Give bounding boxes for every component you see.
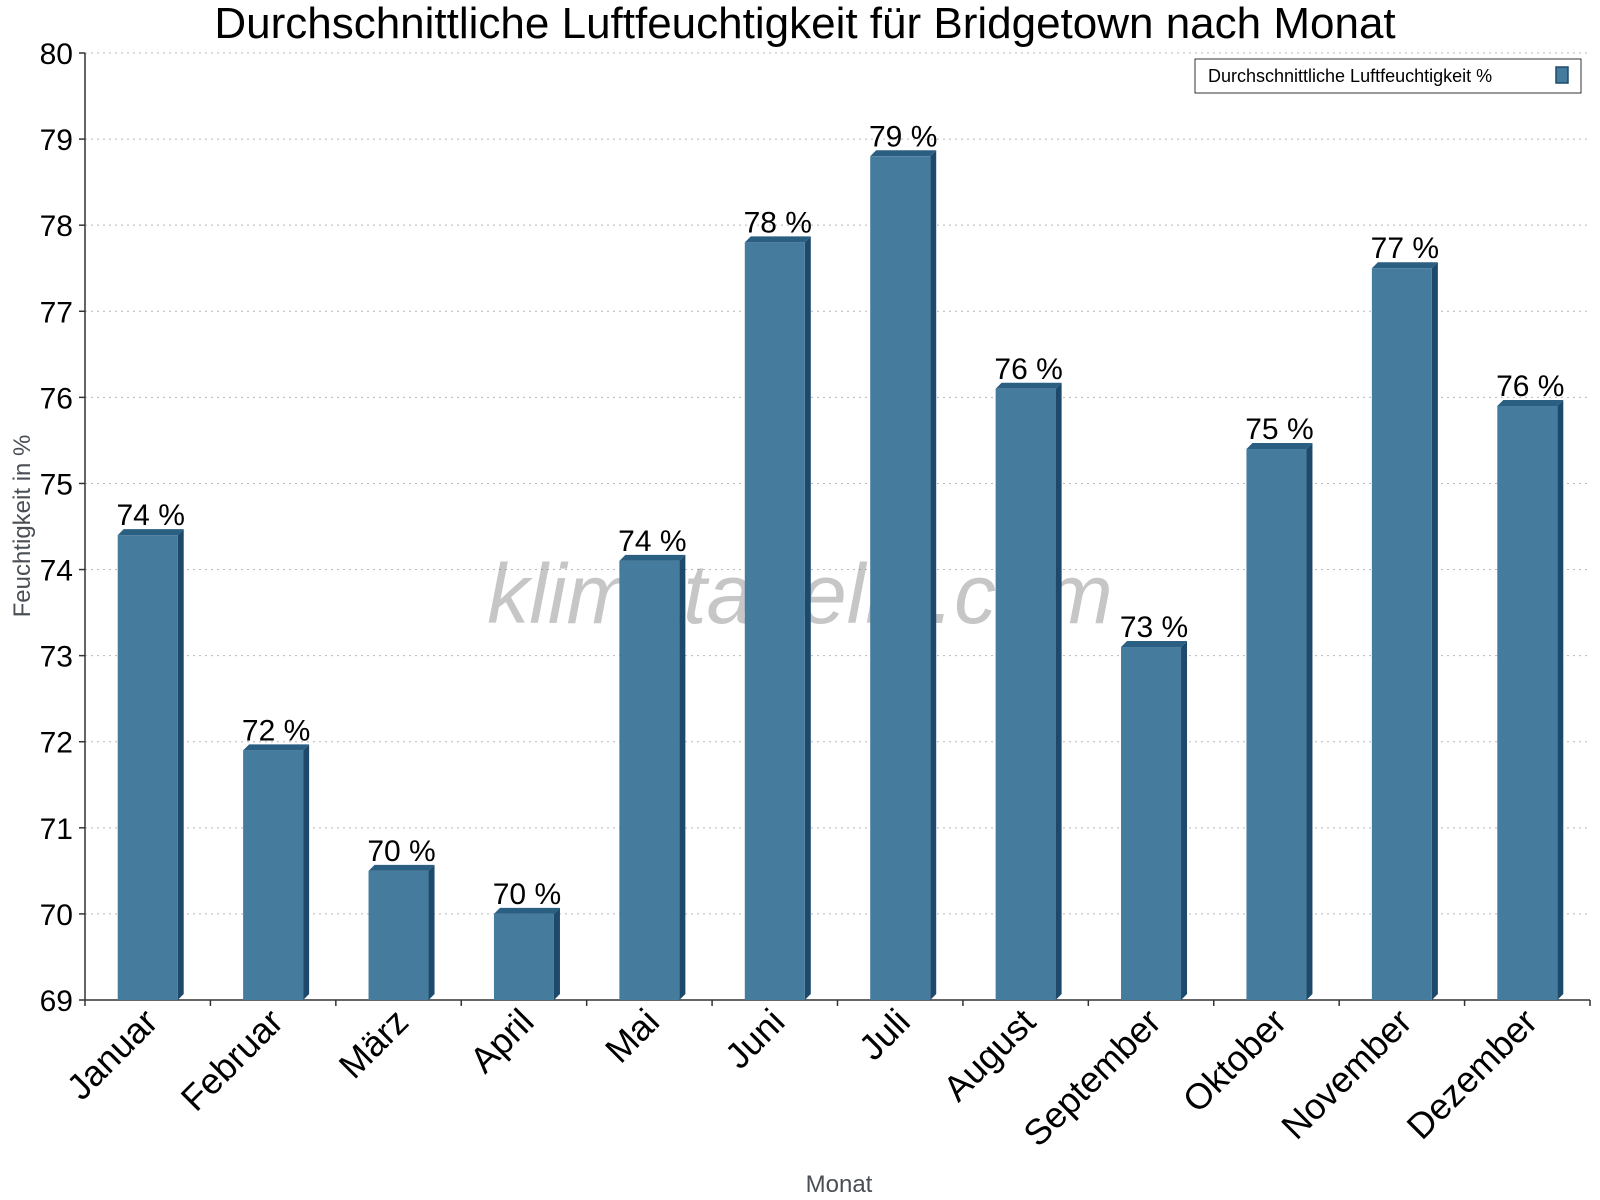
legend-label: Durchschnittliche Luftfeuchtigkeit %	[1208, 66, 1492, 86]
x-tick-label: September	[1015, 1001, 1169, 1155]
bar-value-label: 75 %	[1245, 413, 1313, 446]
bar-value-label: 76 %	[1496, 370, 1564, 403]
bar	[1371, 262, 1438, 1000]
gridlines	[85, 52, 1590, 915]
bar-top	[995, 382, 1062, 389]
bar-top	[493, 907, 560, 914]
x-tick-labels: Januar Februar März April Mai Juni Juli AugustS…	[59, 1001, 1545, 1155]
bar-top	[1497, 399, 1564, 406]
bar-side	[930, 150, 937, 1001]
bar-top	[744, 236, 811, 243]
bar-side	[303, 744, 310, 1000]
chart-title: Durchschnittliche Luftfeuchtigkeit für B…	[214, 0, 1395, 48]
bar-value-label: 70 %	[367, 835, 435, 868]
bar	[995, 382, 1062, 1001]
bar-side	[1431, 262, 1438, 1000]
x-tick-label: Mai	[597, 1001, 667, 1071]
legend-swatch	[1555, 66, 1569, 84]
x-tick-label: Januar	[59, 1001, 166, 1108]
y-tick-label: 72	[40, 727, 73, 760]
legend: Durchschnittliche Luftfeuchtigkeit %	[1194, 58, 1582, 94]
bar	[619, 554, 686, 1000]
y-tick-label: 69	[40, 985, 73, 1018]
bar	[368, 864, 435, 1000]
bar-front	[368, 870, 429, 1000]
x-tick-label: November	[1273, 1001, 1419, 1147]
bar-top	[1121, 641, 1188, 648]
bar	[1246, 443, 1313, 1000]
bar-top	[368, 864, 435, 871]
bar-value-label: 79 %	[869, 120, 937, 153]
x-tick-label: August	[935, 1001, 1043, 1109]
bar	[493, 907, 560, 1000]
x-axis-title: Monat	[806, 1171, 873, 1198]
bar-front	[243, 750, 304, 1000]
y-tick-labels: 69 70 71 72 73 74 75 76 77 78 79 80	[40, 38, 73, 1018]
bar-front	[870, 156, 931, 1001]
bar-top	[1246, 443, 1313, 450]
bar-value-label: 73 %	[1120, 611, 1188, 644]
bar-front	[1371, 268, 1432, 1000]
x-tick-label: April	[462, 1001, 542, 1081]
x-tick-label: Juni	[717, 1001, 793, 1077]
bar	[117, 529, 184, 1000]
bar-value-label: 72 %	[242, 714, 310, 747]
bar	[1497, 399, 1564, 1000]
y-tick-label: 77	[40, 296, 73, 329]
bar-value-label: 70 %	[493, 878, 561, 911]
bar-front	[1246, 449, 1307, 1000]
bar	[243, 744, 310, 1000]
y-tick-label: 80	[40, 38, 73, 71]
y-tick-label: 79	[40, 124, 73, 157]
bar	[744, 236, 811, 1000]
bar-front	[493, 913, 554, 1000]
x-tick-label: Februar	[173, 1001, 291, 1119]
bar-side	[1181, 641, 1188, 1000]
bar-top	[117, 529, 184, 536]
bar-side	[804, 236, 811, 1000]
bar-front	[1121, 647, 1182, 1000]
bar	[870, 150, 937, 1001]
bar-front	[619, 560, 680, 1000]
bar-value-label: 74 %	[618, 525, 686, 558]
bar-side	[1557, 399, 1564, 1000]
bar-side	[177, 529, 184, 1000]
bar-value-label: 77 %	[1371, 232, 1439, 265]
bar-value-label: 78 %	[744, 206, 812, 239]
bar-front	[1497, 405, 1558, 1000]
y-tick-label: 74	[40, 555, 73, 588]
y-tick-label: 73	[40, 641, 73, 674]
x-tick-label: Juli	[851, 1001, 918, 1068]
bar-labels: 74 % 72 % 70 % 70 % 74 % 78 % 79 % 76 % 73 % 75 %…	[117, 120, 1565, 911]
bar-side	[679, 554, 686, 1000]
y-tick-label: 75	[40, 468, 73, 501]
bar-value-label: 74 %	[117, 499, 185, 532]
bar-front	[744, 242, 805, 1000]
y-tick-label: 78	[40, 210, 73, 243]
x-tick-label: Dezember	[1399, 1001, 1545, 1147]
y-tick-label: 76	[40, 382, 73, 415]
bar-side	[428, 864, 435, 1000]
bar-top	[243, 744, 310, 751]
bar-front	[117, 535, 178, 1000]
bar	[1121, 641, 1188, 1000]
bars	[117, 150, 1564, 1001]
axes	[79, 52, 1591, 1006]
bar-side	[1306, 443, 1313, 1000]
y-tick-label: 71	[40, 813, 73, 846]
bar-side	[553, 907, 560, 1000]
bar-front	[995, 388, 1056, 1001]
y-tick-label: 70	[40, 899, 73, 932]
bar-top	[1371, 262, 1438, 269]
bar-side	[1055, 382, 1062, 1001]
y-axis-title: Feuchtigkeit in %	[9, 435, 36, 618]
x-tick-label: Oktober	[1175, 1001, 1295, 1121]
legend-box	[1194, 58, 1582, 94]
bar-value-label: 76 %	[994, 353, 1062, 386]
x-tick-label: März	[331, 1001, 417, 1087]
bar-top	[870, 150, 937, 157]
bar-top	[619, 554, 686, 561]
